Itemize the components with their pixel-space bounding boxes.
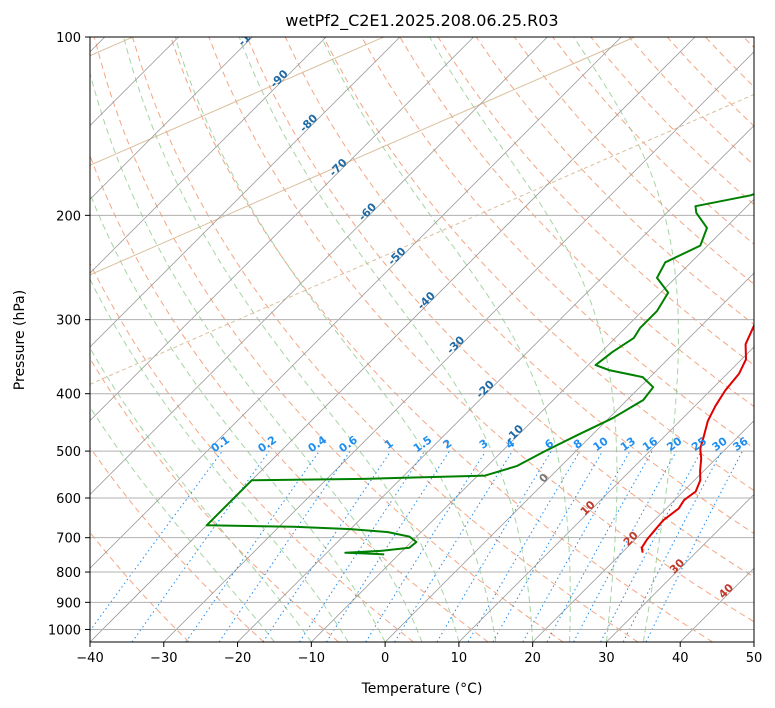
y-tick-label: 800 — [56, 566, 81, 581]
x-tick-label: 50 — [746, 651, 763, 666]
moist-adiabat — [90, 71, 423, 642]
isotherm — [90, 37, 327, 274]
x-tick-label: 30 — [598, 651, 615, 666]
dry-adiabat — [170, 37, 713, 642]
y-tick-label: 400 — [56, 388, 81, 403]
dry-adiabat — [399, 37, 754, 408]
x-tick-label: −30 — [150, 651, 177, 666]
y-tick-label: 700 — [56, 532, 81, 547]
mixing-ratio-line — [467, 450, 581, 642]
pressure-gridlines — [90, 37, 754, 630]
temperature-profile — [640, 323, 754, 553]
y-tick-label: 900 — [56, 596, 81, 611]
plot-frame — [89, 36, 755, 643]
y-tick-label: 200 — [56, 209, 81, 224]
mixing-ratio-line — [131, 450, 270, 642]
isotherm — [90, 37, 696, 642]
dry-adiabat — [475, 37, 754, 326]
mixing-ratio-line — [262, 450, 392, 642]
isotherm — [606, 493, 754, 642]
dry-adiabat — [208, 37, 754, 623]
background-lines — [90, 37, 754, 642]
isotherm — [90, 37, 622, 569]
x-tick-label: 10 — [451, 651, 468, 666]
dry-adiabat — [437, 37, 754, 366]
moist-adiabat — [238, 37, 534, 642]
mixing-ratio-line — [299, 450, 426, 642]
x-axis-label: Temperature (°C) — [361, 681, 483, 697]
moist-adiabat — [174, 37, 497, 642]
isotherm-label: -100 — [235, 20, 264, 49]
x-tick-label: −20 — [224, 651, 251, 666]
dry-adiabat — [513, 37, 754, 285]
y-axis-label: Pressure (hPa) — [12, 290, 28, 390]
y-tick-label: 600 — [56, 492, 81, 507]
isotherm — [458, 346, 754, 642]
y-tick-label: 100 — [56, 31, 81, 46]
isotherm — [384, 272, 754, 642]
isotherm — [237, 124, 754, 642]
y-tick-label: 1000 — [48, 623, 81, 638]
x-tick-label: 0 — [381, 651, 389, 666]
y-tick-label: 300 — [56, 314, 81, 329]
x-tick-label: 20 — [524, 651, 541, 666]
x-tick-label: −40 — [76, 651, 103, 666]
mixing-ratio-line — [365, 450, 487, 642]
x-tick-label: 40 — [672, 651, 689, 666]
dry-adiabat — [90, 262, 414, 642]
mixing-ratio-line — [436, 450, 552, 642]
moist-adiabat — [90, 406, 275, 642]
dry-adiabat — [323, 37, 754, 492]
moist-adiabat — [429, 37, 618, 642]
y-tick-label: 500 — [56, 445, 81, 460]
dewpoint-profile — [205, 193, 754, 556]
dry-adiabat — [93, 37, 564, 642]
isotherm — [90, 37, 548, 496]
isotherm — [90, 37, 253, 200]
isotherm — [90, 37, 474, 422]
mixing-ratio-line — [394, 450, 513, 642]
dry-adiabat — [246, 37, 754, 578]
mixing-ratio-line — [573, 450, 677, 642]
dry-adiabat — [284, 37, 754, 535]
moist-adiabat — [123, 37, 460, 642]
x-tick-label: −10 — [298, 651, 325, 666]
moist-adiabat — [320, 37, 571, 642]
mixing-ratio-line — [325, 450, 450, 642]
moist-adiabat — [90, 278, 349, 642]
isotherm — [90, 37, 401, 348]
sounding-traces — [205, 193, 754, 556]
isotherm — [163, 51, 754, 642]
isotherm — [311, 198, 754, 642]
axes: −40 −30 −20 −10 0 10 20 30 40 50 100 200 300 400 500 60… — [48, 31, 762, 666]
mixing-ratio-line — [218, 450, 351, 642]
moist-adiabat — [90, 192, 386, 642]
dry-adiabat — [90, 446, 265, 642]
isotherm — [532, 420, 754, 642]
moist-adiabat — [573, 37, 679, 642]
mixing-ratio-line — [185, 450, 320, 642]
chart-title: wetPf2_C2E1.2025.208.06.25.R03 — [285, 11, 558, 31]
dry-adiabat — [132, 37, 639, 642]
